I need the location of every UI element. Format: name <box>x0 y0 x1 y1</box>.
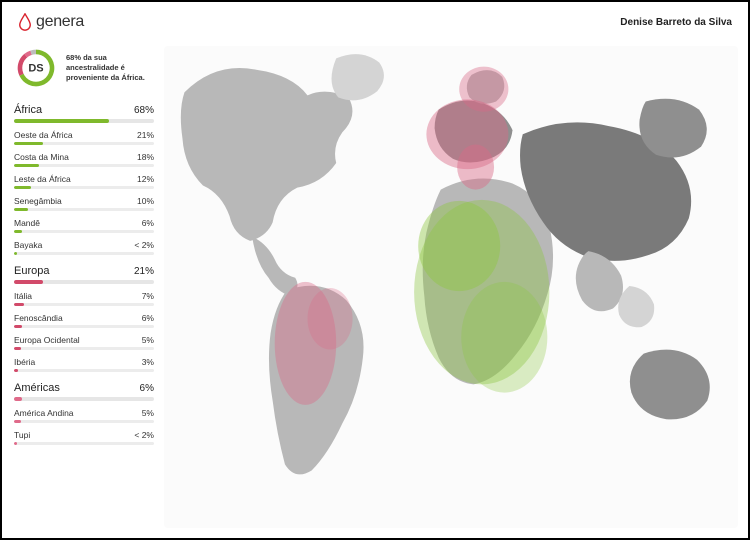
subregion-name: Senegâmbia <box>14 196 62 206</box>
subregion-name: Europa Ocidental <box>14 335 80 345</box>
region-percent: 6% <box>140 383 154 394</box>
subregion-item[interactable]: Costa da Mina 18% <box>14 152 154 167</box>
subregion-percent: 6% <box>142 313 154 323</box>
subregion-percent: 3% <box>142 357 154 367</box>
map-highlight-tupi <box>308 288 353 350</box>
summary-block: DS 68% da sua ancestralidade é provenien… <box>14 46 154 90</box>
subregion-bar <box>14 303 154 306</box>
map-highlight-westafrica <box>418 201 500 291</box>
map-highlight-italy <box>457 145 494 190</box>
ancestry-sidebar: DS 68% da sua ancestralidade é provenien… <box>2 38 164 538</box>
region-bar <box>14 119 154 123</box>
drop-icon <box>18 13 32 31</box>
region-header[interactable]: Américas 6% <box>14 382 154 394</box>
region-name: África <box>14 104 42 116</box>
subregion-bar <box>14 142 154 145</box>
subregion-item[interactable]: Oeste da África 21% <box>14 130 154 145</box>
subregion-bar <box>14 164 154 167</box>
brand-logo[interactable]: genera <box>18 13 84 31</box>
subregion-item[interactable]: Ibéria 3% <box>14 357 154 372</box>
user-initials: DS <box>28 63 43 75</box>
subregion-percent: < 2% <box>134 430 154 440</box>
region-group: África 68% Oeste da África 21% Costa da … <box>14 104 154 255</box>
main-content: DS 68% da sua ancestralidade é provenien… <box>2 38 748 538</box>
map-region-na <box>181 68 353 241</box>
subregion-percent: 18% <box>137 152 154 162</box>
region-percent: 68% <box>134 105 154 116</box>
subregion-bar <box>14 208 154 211</box>
subregion-item[interactable]: Itália 7% <box>14 291 154 306</box>
subregion-bar <box>14 369 154 372</box>
ancestry-donut-chart: DS <box>14 46 58 90</box>
subregion-name: Tupi <box>14 430 30 440</box>
region-header[interactable]: África 68% <box>14 104 154 116</box>
subregion-item[interactable]: Leste da África 12% <box>14 174 154 189</box>
subregion-bar <box>14 325 154 328</box>
region-header[interactable]: Europa 21% <box>14 265 154 277</box>
region-name: Europa <box>14 265 49 277</box>
map-region-greenland <box>332 54 384 100</box>
subregion-name: Bayaka <box>14 240 42 250</box>
subregion-name: Oeste da África <box>14 130 73 140</box>
subregion-bar <box>14 420 154 423</box>
subregion-name: Itália <box>14 291 32 301</box>
subregion-percent: 12% <box>137 174 154 184</box>
subregion-bar <box>14 252 154 255</box>
region-group: Europa 21% Itália 7% Fenoscândia 6% <box>14 265 154 372</box>
brand-name: genera <box>36 13 84 31</box>
map-region-australia <box>630 350 710 420</box>
region-bar <box>14 280 154 284</box>
subregion-item[interactable]: América Andina 5% <box>14 408 154 423</box>
subregion-item[interactable]: Tupi < 2% <box>14 430 154 445</box>
subregion-bar <box>14 186 154 189</box>
subregion-item[interactable]: Fenoscândia 6% <box>14 313 154 328</box>
map-highlight-safrica <box>461 282 547 393</box>
subregion-percent: 10% <box>137 196 154 206</box>
subregion-percent: 6% <box>142 218 154 228</box>
subregion-name: América Andina <box>14 408 74 418</box>
map-region-siberia <box>639 99 706 158</box>
subregion-item[interactable]: Senegâmbia 10% <box>14 196 154 211</box>
subregion-name: Mandê <box>14 218 40 228</box>
map-region-centralam <box>252 237 297 296</box>
subregion-percent: 7% <box>142 291 154 301</box>
region-bar <box>14 397 154 401</box>
ancestry-world-map[interactable] <box>164 46 738 528</box>
subregion-percent: < 2% <box>134 240 154 250</box>
subregion-name: Costa da Mina <box>14 152 69 162</box>
subregion-item[interactable]: Europa Ocidental 5% <box>14 335 154 350</box>
subregion-bar <box>14 442 154 445</box>
subregion-name: Fenoscândia <box>14 313 63 323</box>
summary-text: 68% da sua ancestralidade é proveniente … <box>66 53 154 82</box>
map-highlight-scand <box>459 67 508 112</box>
subregion-bar <box>14 347 154 350</box>
subregion-percent: 5% <box>142 335 154 345</box>
user-display-name[interactable]: Denise Barreto da Silva <box>620 17 732 28</box>
subregion-name: Ibéria <box>14 357 35 367</box>
region-name: Américas <box>14 382 60 394</box>
app-header: genera Denise Barreto da Silva <box>2 2 748 38</box>
subregion-percent: 5% <box>142 408 154 418</box>
subregion-item[interactable]: Bayaka < 2% <box>14 240 154 255</box>
subregion-percent: 21% <box>137 130 154 140</box>
subregion-bar <box>14 230 154 233</box>
subregion-name: Leste da África <box>14 174 71 184</box>
subregion-item[interactable]: Mandê 6% <box>14 218 154 233</box>
region-group: Américas 6% América Andina 5% Tupi < 2% <box>14 382 154 445</box>
region-percent: 21% <box>134 266 154 277</box>
map-region-sea <box>618 286 654 327</box>
